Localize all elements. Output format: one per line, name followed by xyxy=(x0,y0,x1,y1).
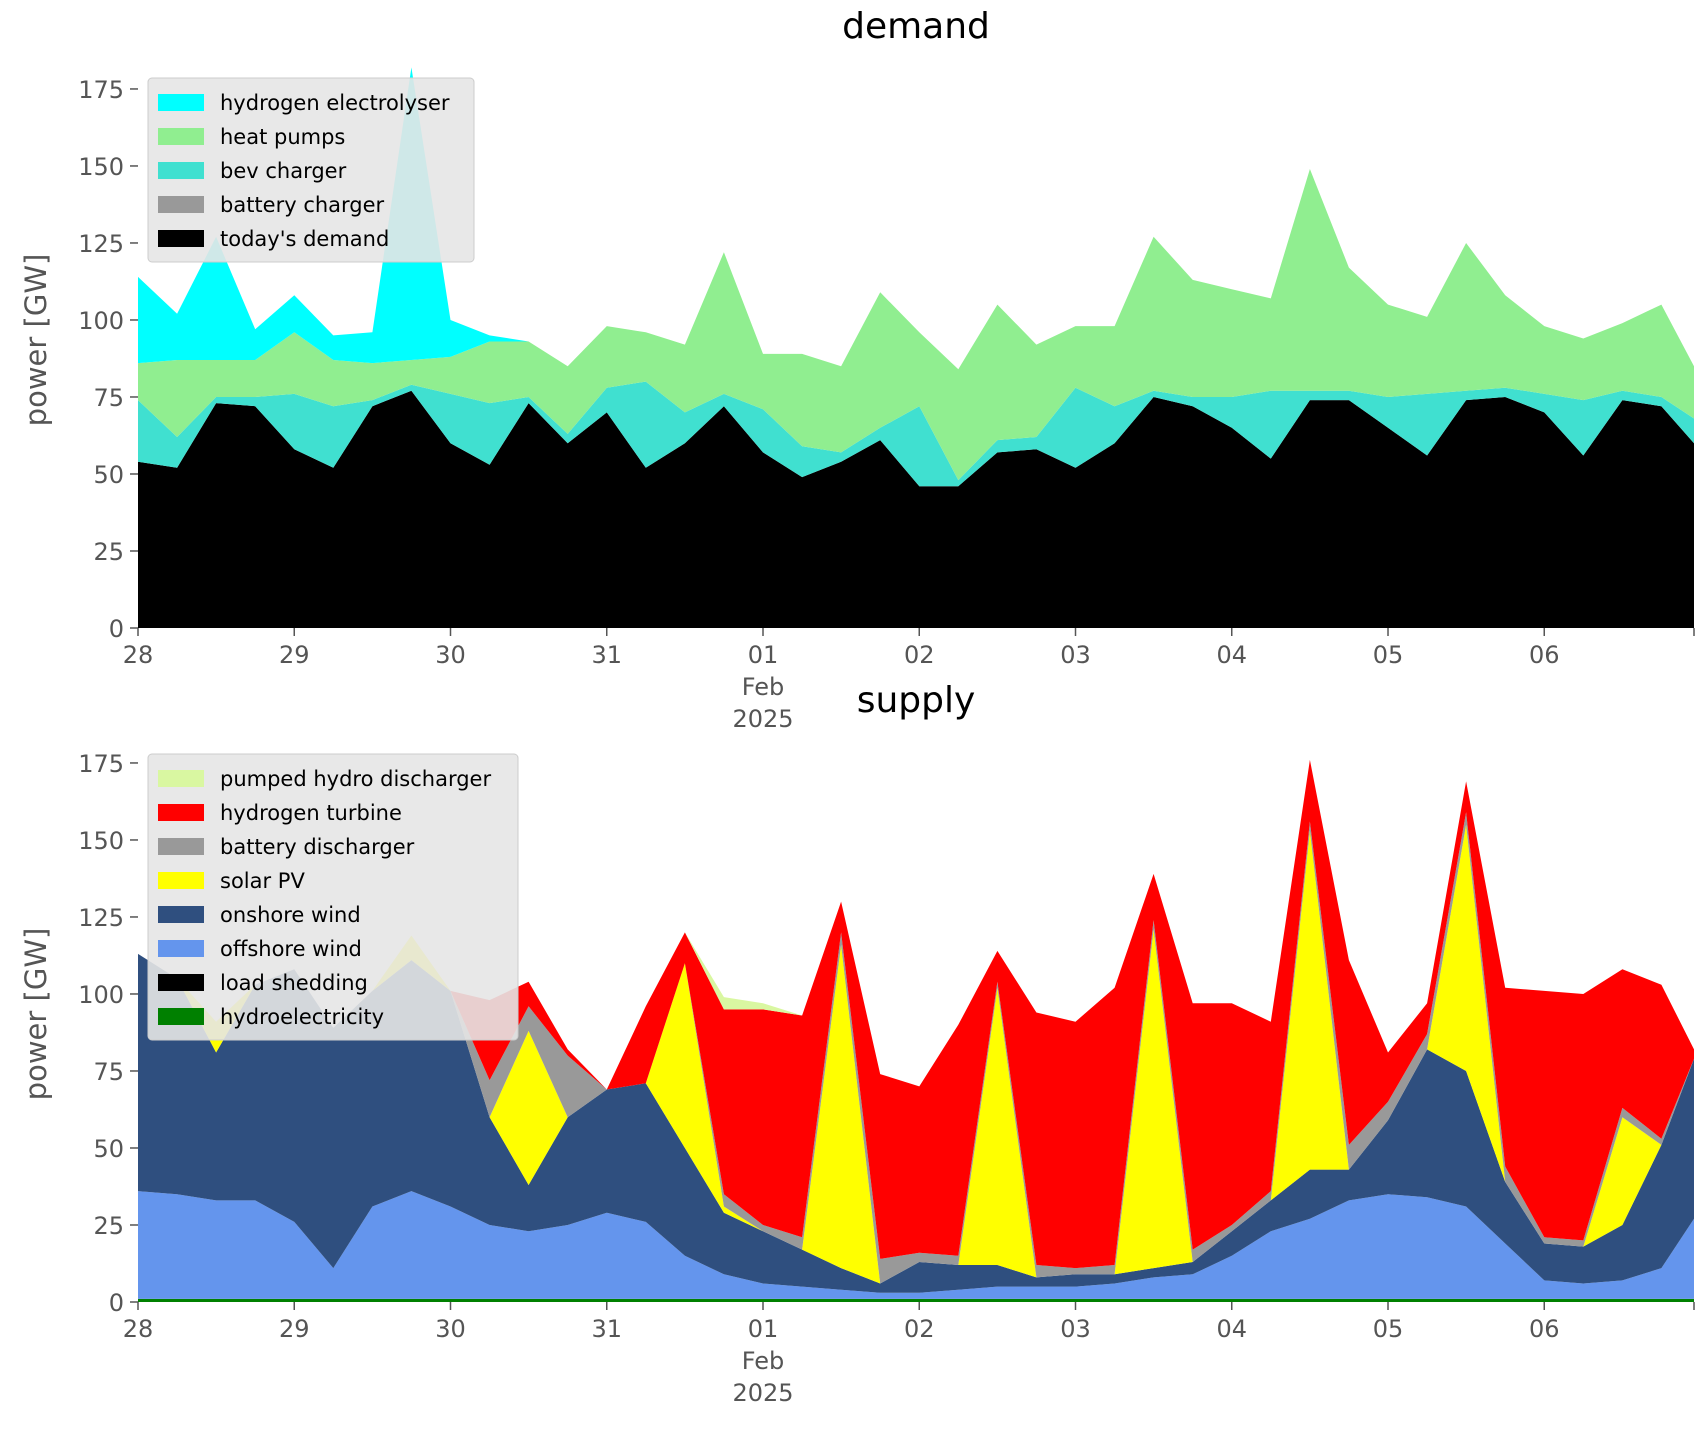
supply-legend-swatch-hydroelectricity xyxy=(158,1008,204,1025)
demand-y-tick-label: 75 xyxy=(93,384,124,412)
demand-y-tick-label: 150 xyxy=(78,153,124,181)
demand-legend-swatch-bev-charger xyxy=(158,162,204,179)
demand-y-tick-label: 125 xyxy=(78,230,124,258)
demand-legend-swatch-battery-charger xyxy=(158,196,204,213)
demand-legend: hydrogen electrolyser heat pumps bev charg… xyxy=(147,77,475,263)
supply-x-tick-label: 03 xyxy=(1060,1315,1091,1343)
supply-y-tick-label: 125 xyxy=(78,904,124,932)
demand-x-tick-label: 04 xyxy=(1216,641,1247,669)
supply-panel: supply power [GW] 0 25 50 75 100 125 150 175 28 29 3… xyxy=(19,680,1695,1407)
demand-x-tick-label: 30 xyxy=(435,641,466,669)
demand-x-tick-label: 05 xyxy=(1373,641,1404,669)
supply-legend-label-battery-discharger: battery discharger xyxy=(220,835,415,859)
supply-y-tick-label: 0 xyxy=(109,1289,124,1317)
demand-x-tick-sublabel: 2025 xyxy=(732,705,793,733)
supply-x-tick-label: 06 xyxy=(1529,1315,1560,1343)
demand-x-tick-sublabel: Feb xyxy=(742,673,785,701)
supply-legend-swatch-pumped-hydro-discharger xyxy=(158,770,204,787)
supply-x-tick-label: 30 xyxy=(435,1315,466,1343)
supply-y-tick-label: 175 xyxy=(78,750,124,778)
demand-legend-label-bev-charger: bev charger xyxy=(220,159,347,183)
supply-area-onshore-wind xyxy=(138,953,1694,1293)
demand-legend-label-heat-pumps: heat pumps xyxy=(220,125,345,149)
supply-area-solar-pv xyxy=(138,824,1694,1284)
supply-x-tick-sublabel: Feb xyxy=(742,1347,785,1375)
supply-x-tick-label: 31 xyxy=(591,1315,622,1343)
supply-x-tick-label: 05 xyxy=(1373,1315,1404,1343)
supply-y-tick-label: 150 xyxy=(78,827,124,855)
demand-y-tick-label: 0 xyxy=(109,615,124,643)
supply-x-tick-label: 02 xyxy=(904,1315,935,1343)
supply-legend-swatch-hydrogen-turbine xyxy=(158,804,204,821)
supply-x-tick-label: 04 xyxy=(1216,1315,1247,1343)
supply-y-tick-label: 75 xyxy=(93,1058,124,1086)
supply-y-tick-label: 50 xyxy=(93,1135,124,1163)
demand-x-tick-label: 01 xyxy=(748,641,779,669)
supply-legend-swatch-solar-pv xyxy=(158,872,204,889)
demand-y-tick-label: 25 xyxy=(93,538,124,566)
supply-legend-label-onshore-wind: onshore wind xyxy=(220,903,361,927)
supply-x-tick-label: 29 xyxy=(279,1315,310,1343)
demand-panel: demand power [GW] 0 25 50 75 100 125 150 175 28 29 3… xyxy=(19,6,1695,733)
demand-legend-swatch-heat-pumps xyxy=(158,128,204,145)
demand-y-tick-label: 100 xyxy=(78,307,124,335)
supply-legend-swatch-battery-discharger xyxy=(158,838,204,855)
demand-area-today-s-demand xyxy=(138,390,1694,628)
supply-legend-swatch-onshore-wind xyxy=(158,906,204,923)
supply-area-hydrogen-turbine xyxy=(138,759,1694,1269)
demand-x-tick-label: 06 xyxy=(1529,641,1560,669)
supply-legend-frame xyxy=(147,753,519,1041)
demand-area-heat-pumps xyxy=(138,169,1694,481)
demand-y-tick-label: 50 xyxy=(93,461,124,489)
demand-y-axis-label: power [GW] xyxy=(19,254,53,427)
demand-legend-swatch-today-s-demand xyxy=(158,230,204,247)
supply-chart-title: supply xyxy=(857,680,976,721)
demand-chart-title: demand xyxy=(842,6,990,47)
demand-legend-label-today-s-demand: today's demand xyxy=(220,227,389,251)
supply-legend-swatch-load-shedding xyxy=(158,974,204,991)
demand-area-bev-charger xyxy=(138,381,1694,487)
supply-x-tick-label: 01 xyxy=(748,1315,779,1343)
demand-x-tick-label: 28 xyxy=(123,641,154,669)
demand-legend-swatch-hydrogen-electrolyser xyxy=(158,94,204,111)
demand-legend-label-battery-charger: battery charger xyxy=(220,193,385,217)
supply-y-axis-label: power [GW] xyxy=(19,928,53,1101)
demand-legend-label-hydrogen-electrolyser: hydrogen electrolyser xyxy=(220,91,450,115)
supply-legend-swatch-offshore-wind xyxy=(158,940,204,957)
demand-x-tick-label: 02 xyxy=(904,641,935,669)
supply-area-offshore-wind xyxy=(138,1191,1694,1299)
demand-x-tick-label: 31 xyxy=(591,641,622,669)
supply-legend-label-pumped-hydro-discharger: pumped hydro discharger xyxy=(220,767,491,791)
supply-x-tick-label: 28 xyxy=(123,1315,154,1343)
demand-x-tick-label: 29 xyxy=(279,641,310,669)
supply-legend-label-offshore-wind: offshore wind xyxy=(220,937,362,961)
supply-legend-label-hydroelectricity: hydroelectricity xyxy=(220,1005,384,1029)
supply-y-tick-label: 25 xyxy=(93,1212,124,1240)
supply-legend-label-solar-pv: solar PV xyxy=(220,869,305,893)
supply-y-tick-label: 100 xyxy=(78,981,124,1009)
supply-legend-label-load-shedding: load shedding xyxy=(220,971,368,995)
supply-legend: pumped hydro discharger hydrogen turbine b… xyxy=(147,753,519,1041)
demand-x-tick-label: 03 xyxy=(1060,641,1091,669)
supply-legend-label-hydrogen-turbine: hydrogen turbine xyxy=(220,801,402,825)
demand-y-tick-label: 175 xyxy=(78,76,124,104)
supply-x-tick-sublabel: 2025 xyxy=(732,1379,793,1407)
supply-area-hydroelectricity xyxy=(138,1298,1694,1302)
demand-legend-frame xyxy=(147,77,475,263)
